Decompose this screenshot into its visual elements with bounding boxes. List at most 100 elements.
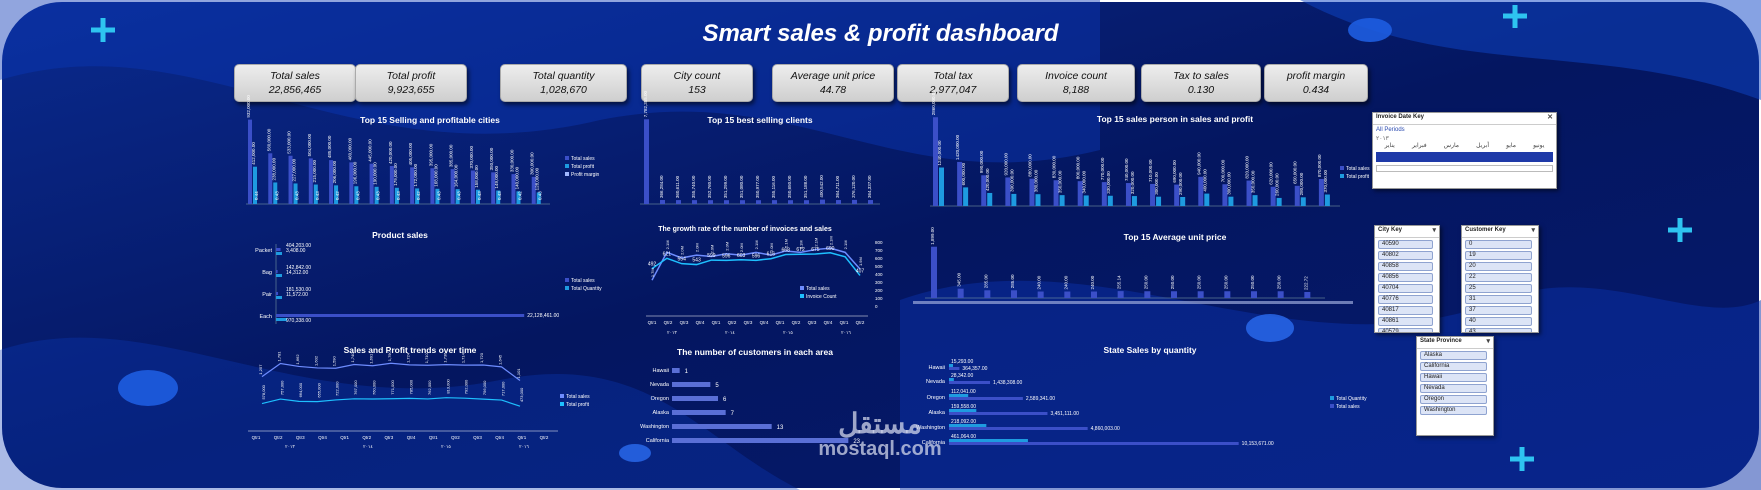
kpi-value: 2,977,047 <box>929 84 977 96</box>
avg-price-bar <box>1197 291 1204 298</box>
filter-icon[interactable]: ▾ <box>1531 227 1535 234</box>
invoice-count-label: 596 <box>722 253 731 259</box>
month-item[interactable]: يونيو <box>1533 143 1545 149</box>
city-slicer-item[interactable]: 40856 <box>1378 273 1433 282</box>
salesperson-profit-label: 390,000.00 <box>1009 169 1014 192</box>
salesperson-sales-label: 1420,000.00 <box>955 134 960 160</box>
month-item[interactable]: أبريل <box>1476 143 1490 149</box>
state-legend-entry: Total sales <box>1336 404 1360 410</box>
city-profit-label: 172,000.00 <box>413 163 418 186</box>
customer-slicer-item[interactable]: 40 <box>1465 317 1532 326</box>
city-profit-bar <box>435 188 440 204</box>
filter-icon[interactable]: ▾ <box>1486 338 1490 345</box>
customer-slicer-item[interactable]: 20 <box>1465 262 1532 271</box>
kpi-label: Total tax <box>933 70 973 82</box>
city-profit-label: 168,000.00 <box>433 164 438 187</box>
city-slicer-item[interactable]: 40590 <box>1378 240 1433 249</box>
product-category-label: Packet <box>255 248 272 254</box>
kpi-label: Tax to sales <box>1173 70 1229 82</box>
trends-profit-label: 813,000 <box>445 378 450 393</box>
salesperson-sales-bar <box>1174 184 1180 206</box>
state-sales-bar <box>949 427 1088 430</box>
state-qty-bar <box>949 409 977 412</box>
filter-clear-icon[interactable]: ✕ <box>1547 114 1553 121</box>
date-slicer-months[interactable]: يناير فبراير مارس أبريل مايو يونيو <box>1373 142 1556 149</box>
kpi-value: 8,188 <box>1062 84 1090 96</box>
city-sales-bar <box>308 158 313 204</box>
state-slicer[interactable]: State Province ▾ Alaska California Hawaii Ne… <box>1416 336 1494 436</box>
date-slicer-timeline-bar[interactable] <box>1376 152 1553 162</box>
month-item[interactable]: يناير <box>1384 143 1395 149</box>
growth-sales-label: 1.7M <box>650 268 655 277</box>
month-item[interactable]: مارس <box>1443 143 1460 149</box>
growth-chart-title: The growth rate of the number of invoice… <box>658 226 832 233</box>
product-chart-title: Product sales <box>372 230 428 240</box>
city-profit-label: 149,000.00 <box>494 165 499 188</box>
customer-slicer[interactable]: Customer Key ▾ 0 19 20 22 25 31 37 40 43 <box>1461 225 1539 333</box>
city-slicer-item[interactable]: 40802 <box>1378 251 1433 260</box>
trends-sales-label: 1,101 <box>516 368 521 379</box>
city-sales-bar <box>268 153 273 204</box>
city-sales-label: 405,000.00 <box>408 142 413 165</box>
state-qty-bar <box>949 439 1028 442</box>
state-slicer-item[interactable]: Washington <box>1420 406 1487 415</box>
date-slicer-scrollbar[interactable] <box>1376 165 1553 172</box>
trends-legend-swatch <box>560 394 564 398</box>
kpi-label: Average unit price <box>790 70 876 82</box>
customers-chart-title: The number of customers in each area <box>677 347 833 357</box>
customer-slicer-item[interactable]: 31 <box>1465 295 1532 304</box>
city-sales-label: 504,000.00 <box>307 133 312 156</box>
client-bar <box>772 200 777 204</box>
city-profit-bar <box>455 189 460 204</box>
city-profit-label: 227,000.00 <box>292 158 297 181</box>
customers-bar <box>672 438 849 443</box>
growth-legend-entry: Invoice Count <box>806 294 837 300</box>
year-label: ٢٠١٤ <box>725 330 735 335</box>
kpi-card: Total profit 9,923,655 <box>355 64 467 102</box>
state-slicer-item[interactable]: California <box>1420 362 1487 371</box>
month-item[interactable]: فبراير <box>1411 143 1427 149</box>
customer-slicer-item[interactable]: 19 <box>1465 251 1532 260</box>
city-slicer-item[interactable]: 40817 <box>1378 306 1433 315</box>
city-slicer-item[interactable]: 40704 <box>1378 284 1433 293</box>
state-slicer-item[interactable]: Oregon <box>1420 395 1487 404</box>
city-profit-bar <box>313 184 318 204</box>
state-slicer-item[interactable]: Nevada <box>1420 384 1487 393</box>
city-profit-bar <box>374 186 379 204</box>
avg-price-bar <box>1224 291 1231 298</box>
watermark-latin: mostaql.com <box>818 438 942 460</box>
state-slicer-item[interactable]: Alaska <box>1420 351 1487 360</box>
trends-profit-label: 717,000 <box>501 381 506 396</box>
kpi-card: Total sales 22,856,465 <box>234 64 356 102</box>
city-slicer[interactable]: City Key ▾ 40590 40802 40858 40856 40704 40776… <box>1374 225 1440 333</box>
quarter-label: Qtr1 <box>340 435 349 440</box>
customer-slicer-item[interactable]: 22 <box>1465 273 1532 282</box>
city-slicer-item[interactable]: 40858 <box>1378 262 1433 271</box>
customer-slicer-item[interactable]: 43 <box>1465 328 1532 332</box>
customer-slicer-item[interactable]: 0 <box>1465 240 1532 249</box>
city-slicer-item[interactable]: 40579 <box>1378 328 1433 332</box>
product-sales-bar <box>276 314 525 317</box>
trends-sales-label: 1,590 <box>332 355 337 366</box>
trends-sales-label: 1,736 <box>442 352 447 363</box>
date-slicer-all[interactable]: All Periods <box>1376 127 1405 133</box>
avg-price-bar <box>1251 291 1257 298</box>
city-slicer-header: City Key ▾ <box>1375 226 1439 238</box>
salesperson-sales-bar <box>1150 183 1156 206</box>
state-slicer-item[interactable]: Hawaii <box>1420 373 1487 382</box>
customer-slicer-item[interactable]: 25 <box>1465 284 1532 293</box>
customer-slicer-item[interactable]: 37 <box>1465 306 1532 315</box>
trends-sales-label: 1,781 <box>276 351 281 362</box>
salesperson-profit-label: 420,000.00 <box>985 168 990 191</box>
salesperson-sales-bar <box>1029 178 1035 206</box>
date-slicer[interactable]: Invoice Date Key ✕ All Periods ٢٠١٣ يناير… <box>1372 112 1557 189</box>
city-margin-label: 0.42 <box>517 191 522 200</box>
salesperson-chart-title: Top 15 sales person in sales and profit <box>1096 114 1254 124</box>
quarter-label: Qtr1 <box>776 320 785 325</box>
city-slicer-item[interactable]: 40861 <box>1378 317 1433 326</box>
month-item[interactable]: مايو <box>1506 143 1516 149</box>
city-margin-label: 0.42 <box>416 191 421 200</box>
city-slicer-item[interactable]: 40776 <box>1378 295 1433 304</box>
filter-icon[interactable]: ▾ <box>1432 227 1436 234</box>
